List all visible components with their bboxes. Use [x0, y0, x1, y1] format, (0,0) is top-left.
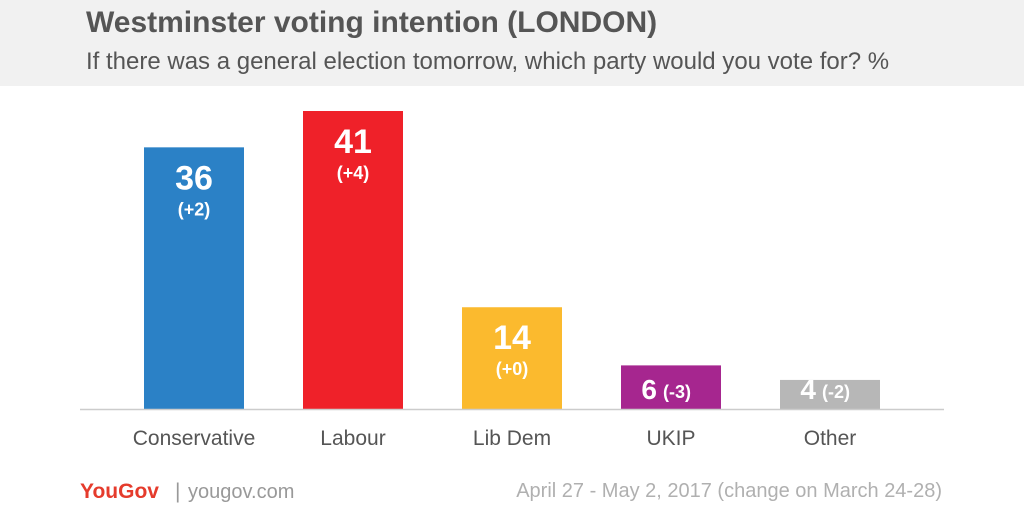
bar-chart: 36(+2) Conservative 41(+4) Labour 14(+0) Lib … — [80, 111, 944, 450]
x-tick-label: Labour — [320, 427, 385, 450]
data-label-value: 4 — [800, 374, 816, 405]
bar-labour — [303, 111, 403, 409]
footer-url: yougov.com — [188, 481, 295, 503]
chart-title: Westminster voting intention (LONDON) — [86, 6, 658, 39]
data-label-change: (+0) — [496, 359, 529, 379]
footer-separator: | — [175, 480, 181, 503]
x-tick-label: Lib Dem — [473, 427, 551, 450]
data-label-value: 6 — [641, 374, 657, 405]
x-tick-label: Conservative — [133, 427, 256, 450]
data-label-value: 14 — [493, 319, 531, 357]
data-label-value: 41 — [334, 123, 372, 161]
bar-ukip — [621, 365, 721, 409]
data-label-change: (+2) — [178, 199, 211, 219]
data-label-change: (-2) — [822, 382, 850, 402]
data-label-value: 36 — [175, 159, 213, 197]
chart-subtitle: If there was a general election tomorrow… — [86, 48, 890, 75]
data-label-change: (-3) — [663, 382, 691, 402]
header-band: Westminster voting intention (LONDON) If… — [0, 0, 1024, 86]
x-tick-label: UKIP — [646, 427, 695, 450]
bar-conservative — [144, 147, 244, 409]
bar-lib-dem — [462, 307, 562, 409]
footer-date-note: April 27 - May 2, 2017 (change on March … — [516, 480, 942, 502]
data-label-change: (+4) — [337, 163, 370, 183]
bar-other — [780, 379, 880, 409]
yougov-logo: YouGov — [80, 480, 159, 503]
x-tick-label: Other — [804, 427, 857, 450]
